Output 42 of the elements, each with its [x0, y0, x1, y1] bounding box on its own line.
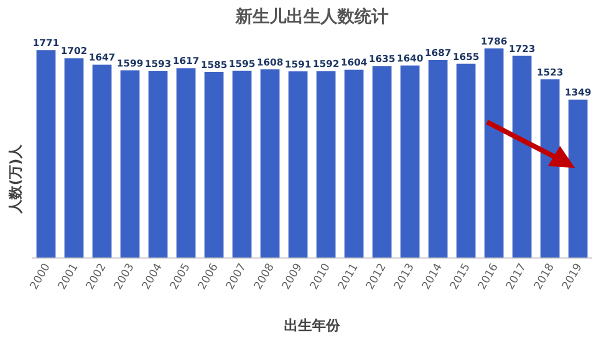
- data-label: 1608: [256, 57, 284, 68]
- data-label: 1604: [340, 58, 368, 69]
- data-label: 1599: [116, 58, 144, 70]
- data-label: 1786: [480, 36, 508, 48]
- data-label: 1655: [452, 52, 480, 63]
- bar: [344, 70, 364, 258]
- bar: [568, 100, 588, 258]
- data-label: 1591: [284, 59, 312, 70]
- chart-title: 新生儿出生人数统计: [234, 7, 388, 27]
- bar: [232, 70, 252, 258]
- bar: [148, 71, 168, 258]
- y-axis-title: 人数(万)人: [8, 144, 24, 214]
- bar: [120, 70, 140, 258]
- x-axis-title: 出生年份: [284, 318, 341, 334]
- bar: [92, 64, 112, 258]
- bar: [372, 66, 392, 258]
- data-label: 1593: [144, 59, 172, 70]
- bar: [36, 50, 56, 258]
- bar: [484, 48, 504, 258]
- bar: [288, 71, 308, 258]
- data-label: 1635: [368, 54, 396, 66]
- data-label: 1640: [396, 54, 424, 65]
- data-label: 1617: [172, 56, 200, 68]
- data-label: 1585: [200, 60, 228, 71]
- data-label: 1771: [32, 38, 60, 50]
- data-label: 1349: [564, 88, 592, 99]
- bar: [400, 66, 420, 258]
- bar: [512, 56, 532, 258]
- data-label: 1723: [508, 44, 536, 55]
- data-label: 1687: [424, 48, 452, 60]
- data-label: 1702: [60, 46, 88, 58]
- data-label: 1592: [312, 59, 340, 70]
- bar: [176, 68, 196, 258]
- bar: [260, 69, 280, 258]
- bar: [64, 58, 84, 258]
- bar: [456, 64, 476, 258]
- data-label: 1647: [88, 52, 116, 64]
- data-label: 1523: [536, 67, 564, 78]
- bar: [204, 72, 224, 258]
- bar: [316, 71, 336, 258]
- bar: [428, 60, 448, 258]
- data-label: 1595: [228, 58, 256, 70]
